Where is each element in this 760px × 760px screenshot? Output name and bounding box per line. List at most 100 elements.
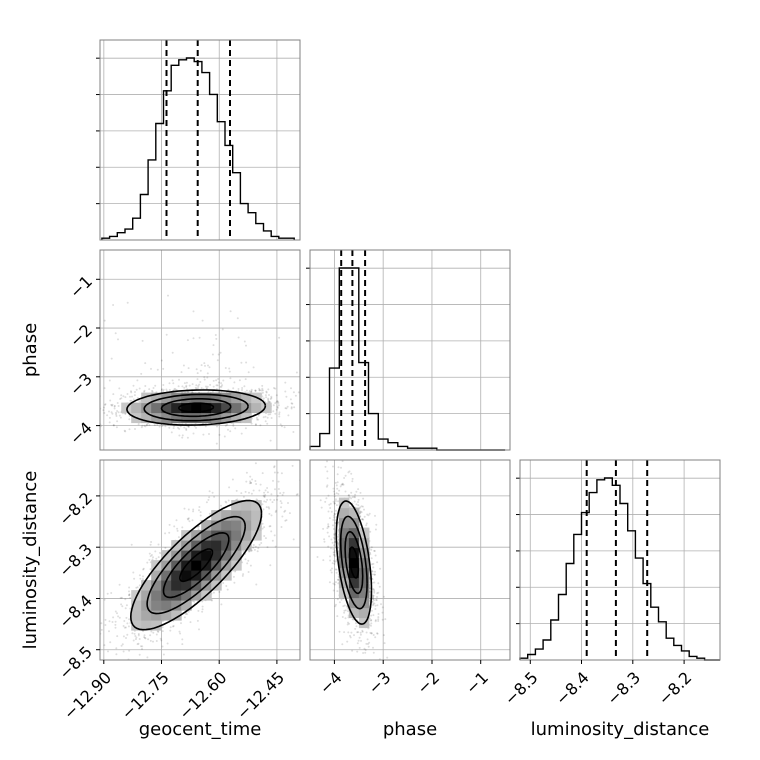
sample-point	[131, 632, 134, 635]
sample-point	[148, 388, 151, 391]
sample-point	[364, 649, 367, 651]
sample-point	[229, 430, 232, 433]
sample-point	[372, 614, 375, 617]
sample-point	[362, 518, 365, 521]
sample-point	[144, 637, 147, 640]
sample-point	[356, 642, 359, 645]
sample-point	[248, 390, 251, 393]
sample-point	[114, 626, 117, 629]
sample-point	[365, 522, 368, 525]
sample-point	[220, 603, 223, 606]
sample-point	[92, 412, 94, 414]
panel-frame-2-2	[519, 459, 721, 661]
sample-point	[333, 544, 336, 547]
sample-point	[116, 410, 119, 412]
sample-point	[197, 609, 200, 612]
sample-point	[215, 337, 218, 340]
sample-point	[331, 562, 334, 565]
sample-point	[278, 415, 281, 418]
sample-point	[149, 634, 152, 637]
sample-point	[165, 388, 168, 391]
density-cell	[231, 510, 242, 521]
sample-point	[196, 619, 199, 622]
sample-point	[258, 389, 261, 392]
sample-point	[258, 387, 261, 390]
sample-point	[361, 629, 364, 632]
sample-point	[98, 635, 100, 637]
sample-point	[119, 416, 122, 419]
density-cell	[348, 557, 360, 569]
y-tick-label: −4	[66, 418, 96, 448]
sample-point	[372, 603, 375, 605]
sample-point	[276, 405, 279, 408]
contour-line	[146, 515, 246, 615]
sample-point	[191, 519, 194, 522]
density-cell	[221, 392, 232, 404]
sample-point	[251, 478, 254, 481]
sample-point	[124, 430, 127, 433]
sample-point	[261, 384, 264, 387]
sample-point	[350, 497, 353, 500]
density-cell	[348, 547, 360, 559]
sample-point	[219, 386, 222, 388]
sample-point	[115, 426, 118, 429]
sample-point	[108, 416, 111, 419]
density-cell	[338, 547, 350, 559]
sample-point	[200, 364, 203, 367]
sample-point	[106, 414, 109, 417]
sample-point	[261, 472, 264, 475]
sample-point	[174, 388, 177, 391]
sample-point	[167, 294, 169, 297]
density-cell	[201, 540, 212, 551]
sample-point	[329, 559, 332, 562]
sample-point	[374, 608, 377, 610]
panel-frame-1-0	[99, 249, 301, 451]
sample-point	[349, 506, 352, 508]
sample-point	[266, 422, 269, 425]
sample-point	[340, 466, 342, 469]
sample-point	[229, 377, 232, 380]
sample-point	[257, 414, 260, 417]
sample-point	[168, 426, 171, 429]
sample-point	[182, 364, 185, 367]
sample-point	[123, 620, 126, 622]
sample-point	[235, 489, 238, 492]
sample-point	[194, 386, 197, 389]
density-cell	[201, 402, 212, 414]
sample-point	[152, 640, 154, 643]
sample-point	[256, 418, 259, 421]
sample-point	[112, 424, 115, 426]
sample-point	[231, 478, 234, 481]
sample-point	[233, 381, 236, 384]
sample-point	[152, 387, 155, 389]
sample-point	[178, 378, 180, 381]
sample-point	[377, 613, 380, 615]
sample-point	[248, 482, 251, 485]
sample-point	[156, 423, 159, 426]
sample-point	[343, 631, 346, 634]
sample-point	[134, 391, 136, 393]
sample-point	[371, 609, 373, 612]
sample-point	[160, 389, 163, 392]
sample-point	[173, 387, 176, 390]
sample-point	[141, 578, 144, 581]
sample-point	[59, 397, 61, 399]
sample-point	[91, 356, 93, 358]
sample-point	[143, 636, 146, 639]
sample-point	[254, 389, 257, 392]
sample-point	[65, 422, 67, 424]
density-cell	[191, 590, 202, 601]
sample-point	[141, 645, 144, 648]
sample-point	[208, 512, 211, 515]
sample-point	[237, 388, 240, 390]
sample-point	[126, 393, 129, 395]
sample-point	[130, 399, 133, 402]
sample-point	[253, 548, 256, 551]
sample-point	[334, 481, 337, 484]
sample-point	[276, 400, 279, 403]
sample-point	[265, 506, 268, 509]
sample-point	[178, 427, 181, 430]
sample-point	[371, 597, 374, 600]
sample-point	[261, 391, 264, 394]
sample-point	[329, 555, 331, 558]
